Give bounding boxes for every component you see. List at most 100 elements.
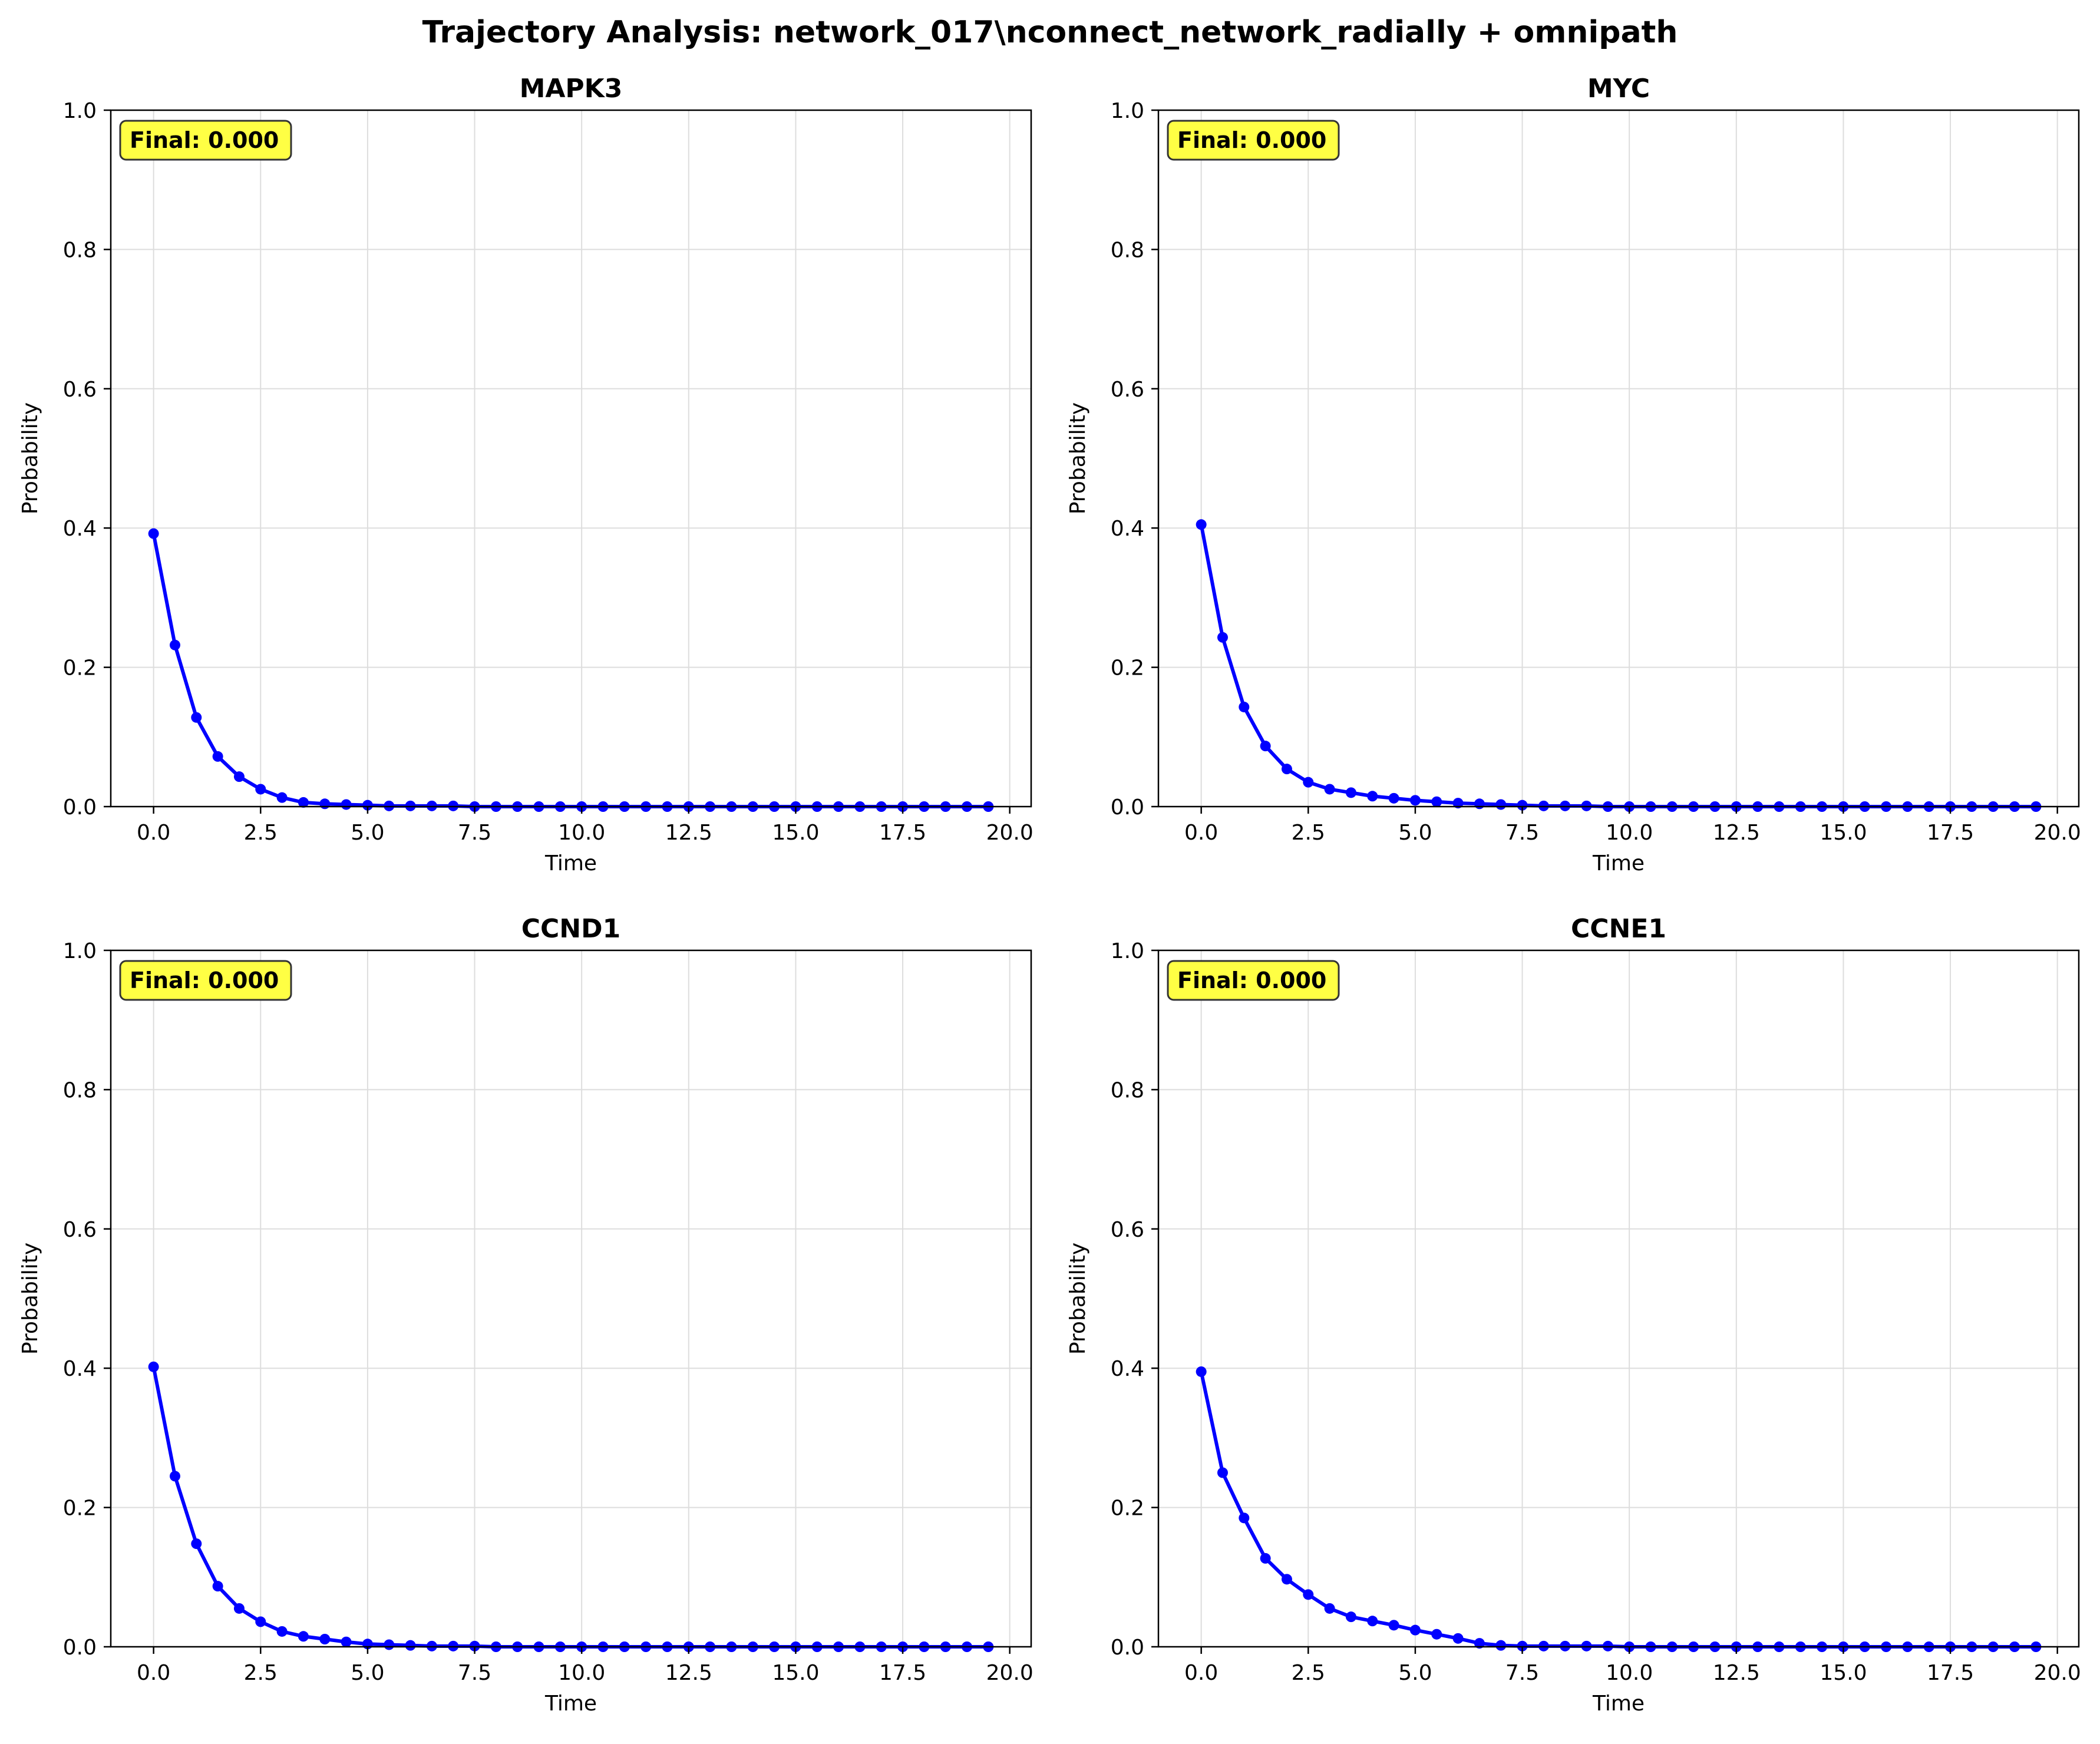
x-tick-label: 12.5	[1713, 1661, 1760, 1685]
data-point	[1388, 792, 1399, 804]
final-value-text: Final: 0.000	[130, 967, 279, 993]
x-tick-label: 5.0	[351, 1661, 384, 1685]
data-point	[1217, 1467, 1228, 1478]
x-tick-label: 5.0	[1398, 821, 1432, 845]
data-point	[1367, 1616, 1378, 1627]
data-point	[1452, 798, 1464, 809]
x-tick-label: 12.5	[665, 1661, 712, 1685]
data-point	[212, 751, 223, 762]
x-tick-label: 12.5	[665, 821, 712, 845]
y-tick-label: 0.4	[1111, 517, 1144, 541]
data-point	[319, 1633, 331, 1644]
final-value-text: Final: 0.000	[130, 127, 279, 153]
x-tick-label: 17.5	[1927, 1661, 1974, 1685]
subplot-title: CCND1	[521, 914, 621, 944]
final-value-badge	[1167, 960, 1340, 1001]
y-tick-label: 0.2	[1111, 656, 1144, 681]
y-tick-label: 0.6	[1111, 378, 1144, 402]
x-tick-label: 12.5	[1713, 821, 1760, 845]
data-point	[169, 639, 180, 650]
y-tick-label: 1.0	[1111, 99, 1144, 123]
series-line	[151, 533, 989, 808]
y-tick-label: 0.8	[1111, 1078, 1144, 1102]
data-point	[276, 1626, 288, 1637]
data-point	[1431, 796, 1442, 807]
data-point	[1260, 1553, 1271, 1564]
data-point	[1196, 1366, 1207, 1378]
data-point	[1409, 795, 1421, 806]
data-point	[1239, 1512, 1250, 1524]
axes-frame	[110, 109, 1032, 808]
y-tick-label: 0.0	[1111, 1636, 1144, 1660]
data-point	[1517, 800, 1528, 811]
x-axis-label: Time	[544, 851, 597, 876]
x-tick-label: 10.0	[558, 821, 605, 845]
figure-title: Trajectory Analysis: network_017\nconnec…	[422, 15, 1678, 50]
data-point	[341, 799, 352, 810]
x-tick-label: 2.5	[1292, 1661, 1325, 1685]
y-tick-label: 0.0	[63, 1636, 97, 1660]
x-tick-label: 0.0	[137, 821, 170, 845]
y-axis-label: Probability	[1066, 1243, 1090, 1355]
x-tick-label: 17.5	[879, 1661, 926, 1685]
x-tick-label: 2.5	[244, 1661, 278, 1685]
x-tick-label: 15.0	[772, 1661, 819, 1685]
data-point	[148, 528, 159, 539]
data-point	[1239, 701, 1250, 712]
data-point	[233, 1603, 245, 1614]
x-tick-label: 7.5	[1505, 821, 1539, 845]
final-value-badge	[119, 960, 292, 1001]
data-point	[191, 1538, 202, 1550]
x-tick-label: 20.0	[986, 1661, 1034, 1685]
data-point	[1388, 1620, 1399, 1631]
x-tick-label: 10.0	[1606, 821, 1653, 845]
y-tick-label: 0.2	[63, 1497, 97, 1521]
data-point	[1303, 1589, 1314, 1600]
series-line	[151, 1366, 989, 1649]
y-tick-label: 0.4	[1111, 1357, 1144, 1381]
x-tick-label: 17.5	[1927, 821, 1974, 845]
data-point	[1281, 1574, 1292, 1585]
y-axis-label: Probability	[18, 1243, 42, 1355]
y-tick-label: 0.4	[63, 1357, 97, 1381]
y-tick-label: 1.0	[63, 99, 97, 123]
data-point	[405, 1640, 416, 1651]
x-tick-label: 17.5	[879, 821, 926, 845]
y-tick-label: 0.6	[1111, 1218, 1144, 1242]
x-tick-label: 15.0	[1820, 821, 1867, 845]
data-point	[319, 798, 331, 810]
x-tick-label: 2.5	[1292, 821, 1325, 845]
subplot-title: MAPK3	[520, 74, 623, 104]
y-tick-label: 0.6	[63, 378, 97, 402]
y-tick-label: 1.0	[1111, 939, 1144, 963]
subplot-title: MYC	[1587, 74, 1650, 104]
x-axis-label: Time	[544, 1692, 597, 1716]
y-tick-label: 0.2	[63, 656, 97, 681]
series-line	[1199, 524, 2036, 808]
y-tick-label: 0.8	[63, 1078, 97, 1102]
x-tick-label: 7.5	[458, 821, 491, 845]
x-tick-label: 5.0	[1398, 1661, 1432, 1685]
subplot-ccnd1: 0.0 2.5 5.0 7.5 10.0 12.5 15.0 17.5 20.0 0.0 0.2 0.…	[18, 914, 1034, 1716]
axes-frame	[110, 949, 1032, 1648]
data-point	[1196, 519, 1207, 530]
data-point	[1495, 799, 1507, 810]
data-point	[384, 1639, 395, 1650]
x-tick-label: 2.5	[244, 821, 278, 845]
data-point	[1474, 1638, 1485, 1649]
data-point	[255, 1616, 266, 1627]
data-point	[1431, 1629, 1442, 1640]
x-tick-label: 0.0	[1184, 1661, 1218, 1685]
x-tick-label: 10.0	[1606, 1661, 1653, 1685]
final-value-text: Final: 0.000	[1177, 967, 1326, 993]
data-point	[1324, 1603, 1335, 1614]
data-point	[298, 797, 309, 808]
data-point	[233, 771, 245, 782]
data-point	[1217, 632, 1228, 643]
x-tick-label: 15.0	[1820, 1661, 1867, 1685]
subplot-ccne1: 0.0 2.5 5.0 7.5 10.0 12.5 15.0 17.5 20.0 0.0 0.2 0.…	[1066, 914, 2081, 1716]
y-tick-label: 0.0	[1111, 795, 1144, 820]
axes-frame	[1157, 109, 2080, 808]
final-value-badge	[1167, 120, 1340, 161]
